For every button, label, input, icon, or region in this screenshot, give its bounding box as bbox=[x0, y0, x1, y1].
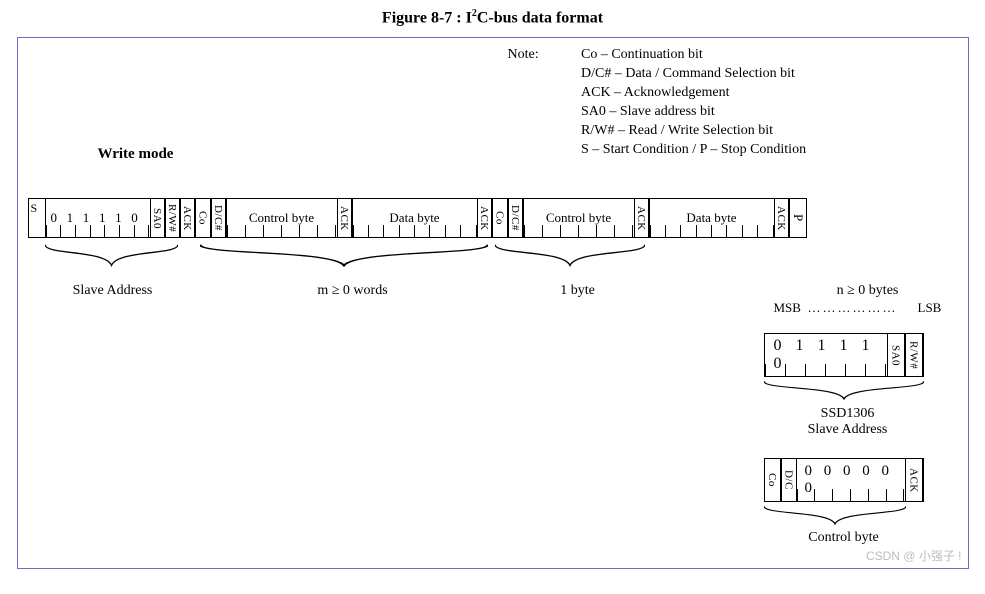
note-5: S – Start Condition / P – Stop Condition bbox=[581, 142, 806, 157]
s-label: S bbox=[29, 199, 45, 237]
note-4: R/W# – Read / Write Selection bit bbox=[581, 123, 773, 138]
ack-col-4: ACK bbox=[634, 199, 649, 237]
note-2: ACK – Acknowledgement bbox=[581, 85, 730, 100]
ack-col-2: ACK bbox=[337, 199, 352, 237]
stop-condition: P bbox=[789, 198, 807, 238]
figure-title: Figure 8-7 : I2C-bus data format bbox=[8, 8, 977, 27]
brace-1byte bbox=[495, 242, 645, 268]
label-ctrl-byte: Control byte bbox=[794, 530, 894, 546]
note-lines: Co – Continuation bit D/C# – Data / Comm… bbox=[581, 46, 806, 159]
co-col-1: Co bbox=[196, 199, 211, 237]
co-dc-1: Co D/C# bbox=[195, 198, 227, 238]
title-pre: Figure 8-7 : I bbox=[382, 9, 472, 26]
brace-m-words bbox=[200, 242, 488, 268]
data-byte-2: Data byte ACK bbox=[649, 198, 790, 238]
write-mode-label: Write mode bbox=[98, 146, 174, 163]
data-byte-1: Data byte ACK bbox=[352, 198, 493, 238]
data-byte-2-cells: Data byte bbox=[650, 199, 774, 237]
ctrl-byte-1: Control byte ACK bbox=[226, 198, 353, 238]
ctrl-co: Co bbox=[765, 459, 781, 501]
co-dc-2: Co D/C# bbox=[492, 198, 524, 238]
ctrl-byte-2: Control byte ACK bbox=[523, 198, 650, 238]
slave-bits: 0 1 1 1 1 0 bbox=[46, 199, 150, 237]
main-i2c-row: S 0 1 1 1 1 0 SA0 R/W# ACK Co D/C# Contr… bbox=[28, 198, 958, 238]
dc-col-2: D/C# bbox=[508, 199, 523, 237]
brace-ctrl bbox=[764, 504, 906, 526]
data-byte-1-cells: Data byte bbox=[353, 199, 477, 237]
brace-ssd bbox=[764, 379, 924, 401]
ssd-rw: R/W# bbox=[905, 334, 923, 376]
note-label: Note: bbox=[508, 46, 578, 65]
label-ssd: SSD1306 Slave Address bbox=[803, 406, 893, 438]
msb-label: MSB bbox=[774, 300, 801, 316]
ssd1306-detail: 0 1 1 1 1 0 SA0 R/W# bbox=[764, 333, 924, 377]
p-label: P bbox=[790, 199, 807, 237]
label-1byte: 1 byte bbox=[548, 283, 608, 299]
diagram-frame: Note: Co – Continuation bit D/C# – Data … bbox=[17, 37, 969, 569]
watermark: CSDN @ 小强子 ! bbox=[866, 547, 962, 564]
note-3: SA0 – Slave address bit bbox=[581, 104, 715, 119]
ack-col-5: ACK bbox=[774, 199, 789, 237]
slave-address-byte: 0 1 1 1 1 0 SA0 R/W# ACK bbox=[45, 198, 196, 238]
ack-col-3: ACK bbox=[477, 199, 492, 237]
start-condition: S bbox=[28, 198, 46, 238]
note-0: Co – Continuation bit bbox=[581, 47, 703, 62]
ctrl-dc: D/C bbox=[781, 459, 797, 501]
label-slave-address: Slave Address bbox=[53, 283, 173, 299]
ctrl-detail-byte: Co D/C 0 0 0 0 0 0 ACK bbox=[764, 458, 924, 502]
ctrl-byte-detail: Co D/C 0 0 0 0 0 0 ACK bbox=[764, 458, 924, 502]
dc-col-1: D/C# bbox=[211, 199, 226, 237]
ssd-bits: 0 1 1 1 1 0 bbox=[765, 334, 887, 376]
lsb-label: LSB bbox=[918, 300, 942, 316]
sa0-col: SA0 bbox=[150, 199, 165, 237]
ack-col-1: ACK bbox=[180, 199, 195, 237]
ctrl-bits: 0 0 0 0 0 0 bbox=[797, 459, 905, 501]
label-m-words: m ≥ 0 words bbox=[298, 283, 408, 299]
label-n-bytes: n ≥ 0 bytes bbox=[818, 283, 918, 299]
ssd-sa0: SA0 bbox=[887, 334, 905, 376]
ssd-byte: 0 1 1 1 1 0 SA0 R/W# bbox=[764, 333, 924, 377]
note-1: D/C# – Data / Command Selection bit bbox=[581, 66, 795, 81]
brace-slave-address bbox=[45, 242, 178, 268]
ctrl-byte-2-cells: Control byte bbox=[524, 199, 634, 237]
ctrl-byte-1-cells: Control byte bbox=[227, 199, 337, 237]
note-block: Note: Co – Continuation bit D/C# – Data … bbox=[508, 46, 807, 159]
title-post: C-bus data format bbox=[477, 9, 603, 26]
rw-col: R/W# bbox=[165, 199, 180, 237]
ctrl-ack: ACK bbox=[905, 459, 923, 501]
co-col-2: Co bbox=[493, 199, 508, 237]
